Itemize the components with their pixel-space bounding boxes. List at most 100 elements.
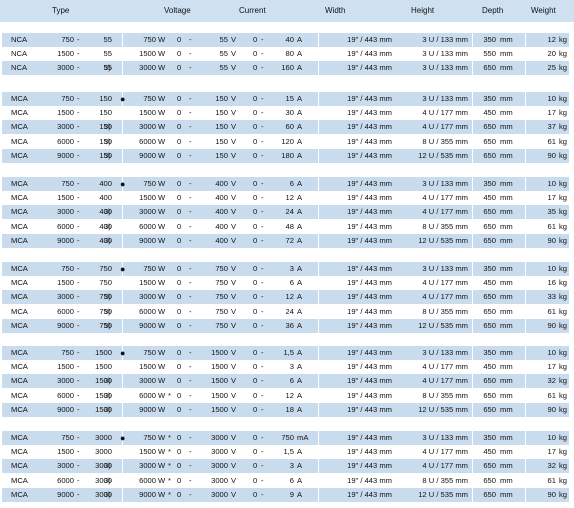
cell-vunit: V — [231, 447, 237, 457]
cell-model: 9000 — [57, 489, 74, 499]
column-divider — [318, 177, 319, 191]
column-divider — [525, 473, 526, 488]
cell-vmin: 0 — [177, 122, 182, 132]
cell-version: 750 — [99, 306, 112, 316]
column-divider — [472, 318, 473, 333]
column-divider — [525, 148, 526, 163]
cell-dash: - — [77, 264, 80, 273]
cell-series: NCA — [11, 35, 28, 44]
cell-depth: 350 — [483, 264, 496, 273]
cell-series: MCA — [11, 264, 28, 273]
cell-depth-unit: mm — [500, 122, 513, 132]
cell-power-unit: W — [158, 278, 166, 288]
cell-depth: 350 — [483, 94, 496, 103]
cell-vmax: 1500 — [211, 362, 228, 372]
cell-imin: 0 — [253, 49, 258, 59]
cell-power-unit: W — [158, 433, 166, 442]
cell-imin: 0 — [253, 433, 258, 442]
cell-height: 4 U / 177 mm — [422, 362, 468, 372]
cell-power: 750 — [143, 264, 156, 273]
column-divider — [122, 262, 123, 276]
cell-power: 750 — [143, 35, 156, 44]
cell-power: 9000 — [139, 489, 156, 499]
cell-idash: - — [261, 150, 264, 160]
column-divider — [122, 177, 123, 191]
cell-vdash: - — [189, 108, 192, 118]
cell-depth-unit: mm — [500, 94, 513, 103]
bullet-icon: ● — [120, 433, 126, 443]
cell-model: 9000 — [57, 235, 74, 245]
cell-imax: 12 — [285, 292, 294, 302]
cell-power-star — [168, 220, 174, 234]
cell-imin: 0 — [253, 193, 258, 203]
cell-vunit: V — [231, 179, 237, 188]
cell-imax: 80 — [285, 49, 294, 59]
cell-power-unit: W — [158, 475, 166, 485]
cell-depth: 350 — [483, 179, 496, 188]
cell-version: 400 — [99, 207, 112, 217]
cell-idash: - — [261, 35, 264, 44]
cell-power: 1500 — [139, 362, 156, 372]
cell-weight: 90 — [547, 320, 556, 330]
cell-imin: 0 — [253, 63, 258, 73]
cell-power-unit: W — [158, 150, 166, 160]
cell-power: 9000 — [139, 150, 156, 160]
cell-imin: 0 — [253, 306, 258, 316]
cell-series: MCA — [11, 447, 28, 457]
cell-vmax: 750 — [215, 292, 228, 302]
cell-weight-unit: kg — [559, 63, 568, 73]
cell-series: MCA — [11, 362, 28, 372]
cell-version: 400 — [99, 179, 112, 188]
column-divider — [525, 276, 526, 291]
cell-idash: - — [261, 362, 264, 372]
cell-version: 3000 — [95, 475, 112, 485]
cell-series: MCA — [11, 376, 28, 386]
cell-dash: - — [77, 221, 80, 231]
cell-vdash: - — [189, 447, 192, 457]
cell-version: 150 — [99, 108, 112, 118]
cell-depth: 650 — [483, 376, 496, 386]
cell-power: 3000 — [139, 376, 156, 386]
cell-power-star — [168, 205, 174, 219]
column-divider — [122, 459, 123, 474]
cell-power-unit: W — [158, 390, 166, 400]
cell-series: NCA — [11, 63, 28, 73]
cell-depth: 650 — [483, 475, 496, 485]
column-divider — [472, 487, 473, 502]
cell-series: MCA — [11, 292, 28, 302]
cell-weight: 17 — [547, 447, 556, 457]
cell-depth: 650 — [483, 461, 496, 471]
cell-iunit: A — [297, 320, 303, 330]
cell-dash: - — [77, 306, 80, 316]
cell-model: 6000 — [57, 136, 74, 146]
cell-width: 19" / 443 mm — [347, 278, 392, 288]
cell-power-unit: W — [158, 348, 166, 357]
column-divider — [472, 191, 473, 206]
cell-vmax: 1500 — [211, 348, 228, 357]
cell-vunit: V — [231, 35, 237, 44]
cell-depth-unit: mm — [500, 390, 513, 400]
cell-power-unit: W — [158, 63, 166, 73]
cell-dash: - — [77, 150, 80, 160]
cell-depth-unit: mm — [500, 207, 513, 217]
cell-model: 1500 — [57, 447, 74, 457]
cell-weight-unit: kg — [559, 306, 568, 316]
column-divider — [525, 33, 526, 47]
cell-imin: 0 — [253, 362, 258, 372]
cell-depth-unit: mm — [500, 108, 513, 118]
header-voltage: Voltage — [164, 6, 191, 15]
cell-weight: 35 — [547, 207, 556, 217]
cell-vmin: 0 — [177, 94, 182, 103]
cell-power-unit: W — [158, 221, 166, 231]
cell-weight: 25 — [547, 63, 556, 73]
cell-note — [104, 191, 118, 205]
header-height: Height — [411, 6, 435, 15]
cell-power-unit: W — [158, 264, 166, 273]
column-divider — [472, 402, 473, 417]
cell-series: MCA — [11, 136, 28, 146]
cell-model: 750 — [61, 179, 74, 188]
cell-depth: 650 — [483, 390, 496, 400]
cell-power-unit: W — [158, 404, 166, 414]
cell-depth: 650 — [483, 292, 496, 302]
cell-weight-unit: kg — [559, 221, 568, 231]
